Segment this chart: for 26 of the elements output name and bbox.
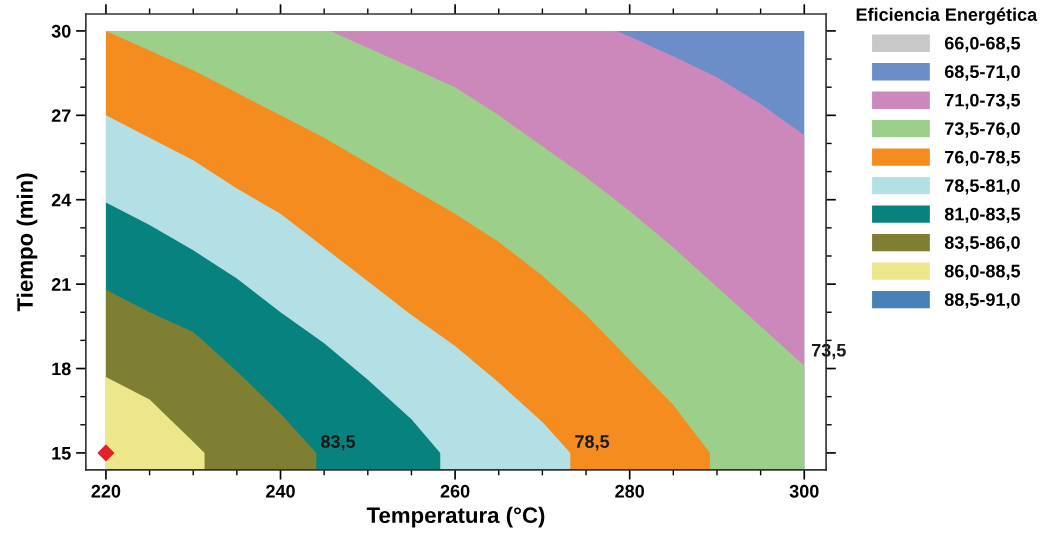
- legend-label: 88,5-91,0: [944, 293, 1020, 309]
- annotation: 83,5: [321, 435, 356, 451]
- x-tick-label: 220: [91, 484, 121, 498]
- y-tick-label: 18: [52, 362, 71, 376]
- annotation: 78,5: [575, 435, 610, 451]
- y-tick-label: 27: [51, 109, 71, 122]
- legend-label: 76,0-78,5: [945, 150, 1021, 167]
- legend-label: 81,0-83,5: [944, 207, 1021, 224]
- x-tick-label: 240: [266, 484, 295, 498]
- x-tick-label: 260: [440, 484, 470, 498]
- legend-label: 68,5-71,0: [944, 65, 1020, 81]
- y-axis-title: Tiempo (min): [16, 173, 38, 312]
- x-axis-title: Temperatura (°C): [366, 506, 545, 528]
- x-tick-label: 300: [789, 484, 819, 498]
- legend-label: 86,0-88,5: [944, 264, 1021, 281]
- legend-label: 71,0-73,5: [945, 93, 1021, 110]
- y-tick-label: 24: [51, 193, 72, 207]
- legend-title: Eficiencia Energética: [856, 7, 1038, 25]
- y-tick-label: 21: [51, 278, 71, 291]
- legend-label: 83,5-86,0: [944, 236, 1020, 252]
- x-tick-label: 280: [615, 484, 644, 498]
- y-tick-label: 15: [52, 447, 71, 460]
- legend-label: 78,5-81,0: [945, 179, 1020, 195]
- legend-label: 73,5-76,0: [945, 122, 1020, 138]
- legend-label: 66,0-68,5: [944, 36, 1021, 53]
- y-tick-label: 30: [51, 24, 71, 38]
